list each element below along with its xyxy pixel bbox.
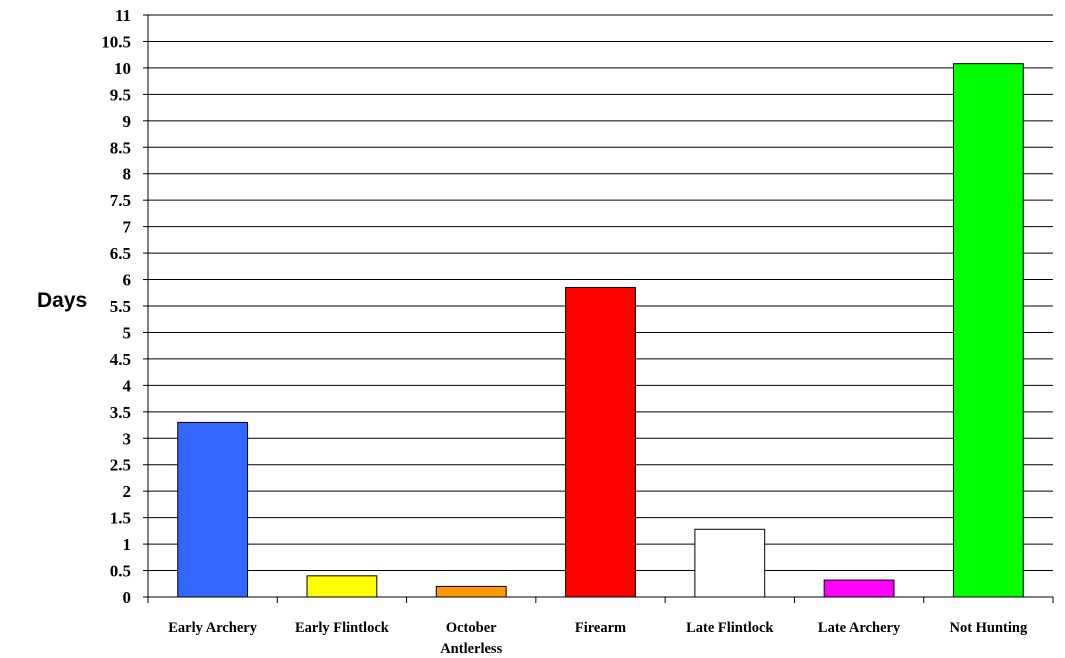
y-tick-label: 9.5 <box>110 85 131 104</box>
y-tick-label: 1.5 <box>110 509 131 528</box>
y-tick-label: 2 <box>123 482 132 501</box>
y-tick-labels: 0 0.5 1 1.5 2 2.5 3 3.5 4 4.5 5 5.5 6 6.5 7 7.5 8 8.5 9 9.5… <box>101 6 131 607</box>
bar <box>823 579 895 598</box>
y-tick-label: 5.5 <box>110 297 131 316</box>
x-tick-label: Antlerless <box>440 641 502 657</box>
y-tick-label: 11 <box>115 6 131 25</box>
bar <box>306 575 378 598</box>
y-tick-label: 10.5 <box>101 32 131 51</box>
y-tick-label: 4.5 <box>110 350 131 369</box>
x-tick-labels: Early Archery Early Flintlock October Antle… <box>168 620 1028 657</box>
bar <box>435 585 507 598</box>
y-tick-label: 3 <box>123 429 132 448</box>
y-tick-label: 5 <box>123 323 132 342</box>
axes <box>143 14 1054 603</box>
bar <box>565 286 636 598</box>
bar <box>694 528 766 598</box>
y-tick-label: 4 <box>123 376 132 395</box>
y-tick-label: 7.5 <box>110 191 131 210</box>
bar <box>177 421 249 598</box>
y-tick-label: 8 <box>123 165 132 184</box>
x-tick-label: Late Flintlock <box>686 620 774 636</box>
x-tick-label: Early Flintlock <box>295 620 390 636</box>
y-tick-label: 7 <box>123 218 132 237</box>
y-tick-label: 0 <box>123 588 132 607</box>
bar <box>952 63 1024 598</box>
y-tick-label: 6.5 <box>110 244 131 263</box>
gridlines <box>148 14 1053 572</box>
y-tick-label: 8.5 <box>110 138 131 157</box>
bars <box>177 63 1024 598</box>
x-tick-label: October <box>446 620 497 636</box>
y-tick-label: 2.5 <box>110 456 131 475</box>
x-tick-label: Late Archery <box>818 620 901 636</box>
y-tick-label: 10 <box>114 59 131 78</box>
y-tick-label: 6 <box>123 271 132 290</box>
y-tick-label: 0.5 <box>110 562 131 581</box>
y-tick-label: 3.5 <box>110 403 131 422</box>
x-tick-label: Firearm <box>575 620 626 636</box>
y-tick-label: 9 <box>123 112 132 131</box>
y-axis-label: Days <box>37 289 87 312</box>
x-tick-label: Not Hunting <box>949 620 1028 636</box>
x-tick-label: Early Archery <box>168 620 257 636</box>
y-tick-label: 1 <box>123 535 132 554</box>
